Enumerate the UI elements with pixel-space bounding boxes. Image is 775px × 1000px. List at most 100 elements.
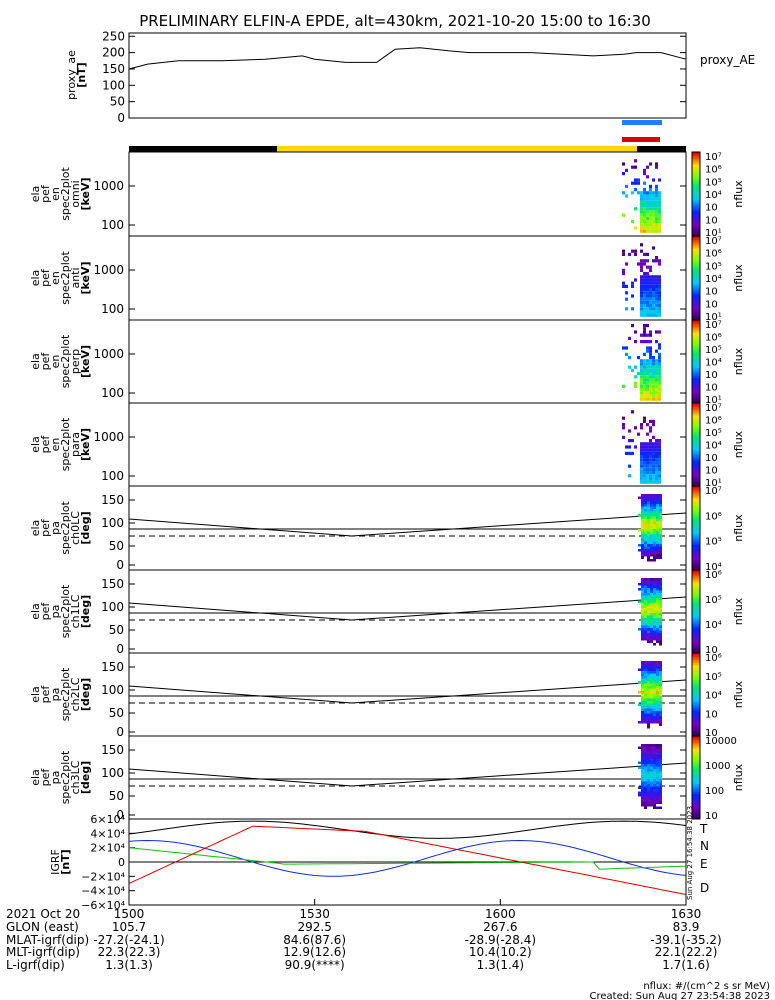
spectrogram-cell <box>659 719 662 722</box>
spectrogram-cell <box>650 559 653 562</box>
spectrogram-cell <box>650 581 653 584</box>
spectrogram-cell <box>646 275 649 278</box>
spectrogram-cell <box>646 449 649 452</box>
spectrogram-cell <box>658 285 661 288</box>
spectrogram-cell <box>649 359 652 362</box>
spectrogram-cell <box>653 631 656 634</box>
spectrogram-cell <box>640 278 643 281</box>
spectrogram-cell <box>656 784 659 787</box>
spectrogram-cell <box>656 618 659 621</box>
igrf-ytick-label: 0 <box>118 856 125 869</box>
spectrogram-cell <box>644 509 647 512</box>
spectrogram-cell <box>646 481 649 484</box>
spectrogram-cell <box>647 631 650 634</box>
spectrogram-cell <box>640 388 643 391</box>
spectrogram-cell <box>643 198 646 201</box>
pa-ch3-colorbar-tick: 10 <box>705 811 718 822</box>
spectrogram-cell <box>656 633 659 636</box>
spectrogram-cell <box>646 304 649 307</box>
spectrogram-cell <box>649 465 652 468</box>
spectrogram-cell <box>644 532 647 535</box>
spectrogram-cell <box>628 474 631 477</box>
spectrogram-cell <box>653 714 656 717</box>
spectrogram-cell <box>643 471 646 474</box>
spectrogram-cell <box>653 633 656 636</box>
spectrogram-cell <box>644 789 647 792</box>
spectrogram-cell <box>644 638 647 641</box>
spectrogram-cell <box>653 588 656 591</box>
spectrogram-cell <box>656 664 659 667</box>
spectrogram-cell <box>641 782 644 785</box>
spectrogram-cell <box>646 282 649 285</box>
pa-ch1-colorbar-label-group: nflux <box>732 597 745 625</box>
spectrogram-cell <box>640 266 643 269</box>
spectrogram-cell <box>659 539 662 542</box>
spectrogram-cell <box>640 259 643 262</box>
pa-ch1-spectrogram-cells <box>638 578 662 646</box>
spectrogram-cell <box>658 378 661 381</box>
spectrogram-cell <box>659 721 662 724</box>
spectrogram-cell <box>647 802 650 805</box>
spectrogram-cell <box>646 442 649 445</box>
spectrogram-cell <box>652 307 655 310</box>
spectrogram-cell <box>638 792 641 795</box>
pa-ch3-ytick-label: 150 <box>101 743 124 757</box>
spectrogram-cell <box>653 527 656 530</box>
spectrogram-cell <box>653 591 656 594</box>
spectrogram-cell <box>641 527 644 530</box>
spectrogram-cell <box>646 452 649 455</box>
spectrogram-cell <box>652 471 655 474</box>
spectrogram-cell <box>628 337 631 340</box>
spectrogram-cell <box>650 608 653 611</box>
xaxis-row-value: 22.1(22.2) <box>655 945 718 959</box>
spectrogram-cell <box>640 217 643 220</box>
spectrogram-cell <box>640 301 643 304</box>
spectrogram-cell <box>658 372 661 375</box>
spectrogram-cell <box>656 792 659 795</box>
spectrogram-cell <box>653 676 656 679</box>
spectrogram-cell <box>656 679 659 682</box>
spectrogram-cell <box>653 747 656 750</box>
spectrogram-cell <box>656 611 659 614</box>
spectrogram-cell <box>653 514 656 517</box>
spectrogram-cell <box>649 439 652 442</box>
spectrogram-cell <box>641 784 644 787</box>
spectrogram-cell <box>643 455 646 458</box>
spectrogram-cell <box>652 198 655 201</box>
spectrogram-cell <box>643 372 646 375</box>
spectrogram-cell <box>644 664 647 667</box>
spectrogram-cell <box>656 709 659 712</box>
spectrogram-cell <box>659 782 662 785</box>
spectrogram-cell <box>638 794 641 797</box>
spectrogram-cell <box>652 468 655 471</box>
spectrogram-cell <box>641 799 644 802</box>
en-para-colorbar-label-group: nflux <box>732 430 745 458</box>
spectrogram-cell <box>641 591 644 594</box>
spectrogram-cell <box>647 636 650 639</box>
spectrogram-cell <box>646 382 649 385</box>
spectrogram-cell <box>647 789 650 792</box>
spectrogram-cell <box>640 269 643 272</box>
spectrogram-cell <box>647 497 650 500</box>
spectrogram-cell <box>655 166 658 169</box>
spectrogram-cell <box>656 762 659 765</box>
spectrogram-cell <box>653 696 656 699</box>
spectrogram-cell <box>653 694 656 697</box>
spectrogram-cell <box>644 497 647 500</box>
spectrogram-cell <box>655 398 658 401</box>
spectrogram-cell <box>656 522 659 525</box>
spectrogram-cell <box>641 704 644 707</box>
spectrogram-cell <box>641 719 644 722</box>
spectrogram-cell <box>625 346 628 349</box>
spectrogram-cell <box>647 603 650 606</box>
spectrogram-cell <box>646 369 649 372</box>
spectrogram-cell <box>650 696 653 699</box>
spectrogram-cell <box>656 772 659 775</box>
pa-ch2-ylabel-line: [deg] <box>79 678 92 711</box>
spectrogram-cell <box>644 769 647 772</box>
spectrogram-cell <box>647 623 650 626</box>
spectrogram-cell <box>659 787 662 790</box>
spectrogram-cell <box>641 684 644 687</box>
spectrogram-cell <box>640 465 643 468</box>
spectrogram-cell <box>641 552 644 555</box>
